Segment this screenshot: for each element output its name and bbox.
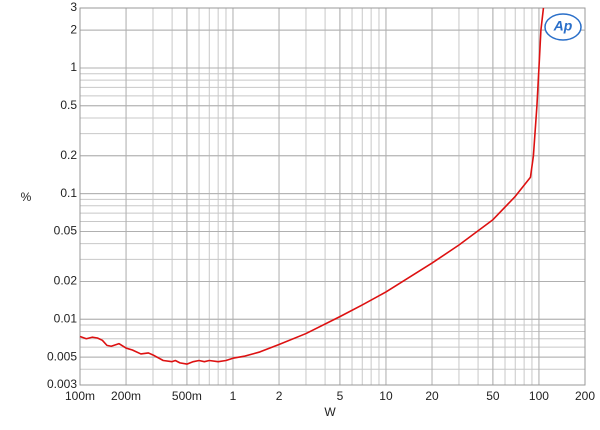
- y-tick-label: 1: [70, 60, 77, 74]
- y-tick-label: 0.02: [54, 274, 78, 288]
- y-tick-label: 2: [70, 22, 77, 36]
- y-tick-label: 0.5: [60, 98, 77, 112]
- y-tick-label: 0.005: [47, 349, 77, 363]
- y-tick-label: 0.05: [54, 224, 78, 238]
- x-tick-label: 100: [529, 389, 549, 403]
- x-tick-label: 20: [425, 389, 439, 403]
- data-line: [79, 7, 545, 365]
- x-tick-label: 1: [230, 389, 237, 403]
- x-tick-label: 10: [379, 389, 393, 403]
- x-tick-label: 500m: [172, 389, 202, 403]
- plot-frame: [79, 7, 586, 386]
- y-tick-label: 0.01: [54, 311, 78, 325]
- x-tick-label: 100m: [65, 389, 95, 403]
- x-tick-label: 200: [575, 389, 595, 403]
- y-axis-label: %: [21, 190, 32, 204]
- logo-ring: [544, 13, 582, 41]
- x-axis-label: W: [324, 405, 336, 419]
- x-tick-label: 2: [276, 389, 283, 403]
- y-tick-label: 0.2: [60, 148, 77, 162]
- x-tick-label: 200m: [111, 389, 141, 403]
- x-tick-label: 50: [486, 389, 500, 403]
- y-tick-label: 0.003: [47, 377, 77, 391]
- x-tick-label: 5: [337, 389, 344, 403]
- y-tick-label: 3: [70, 0, 77, 14]
- y-tick-label: 0.1: [60, 186, 77, 200]
- logo: Ap: [544, 13, 582, 41]
- logo-text: Ap: [553, 18, 573, 34]
